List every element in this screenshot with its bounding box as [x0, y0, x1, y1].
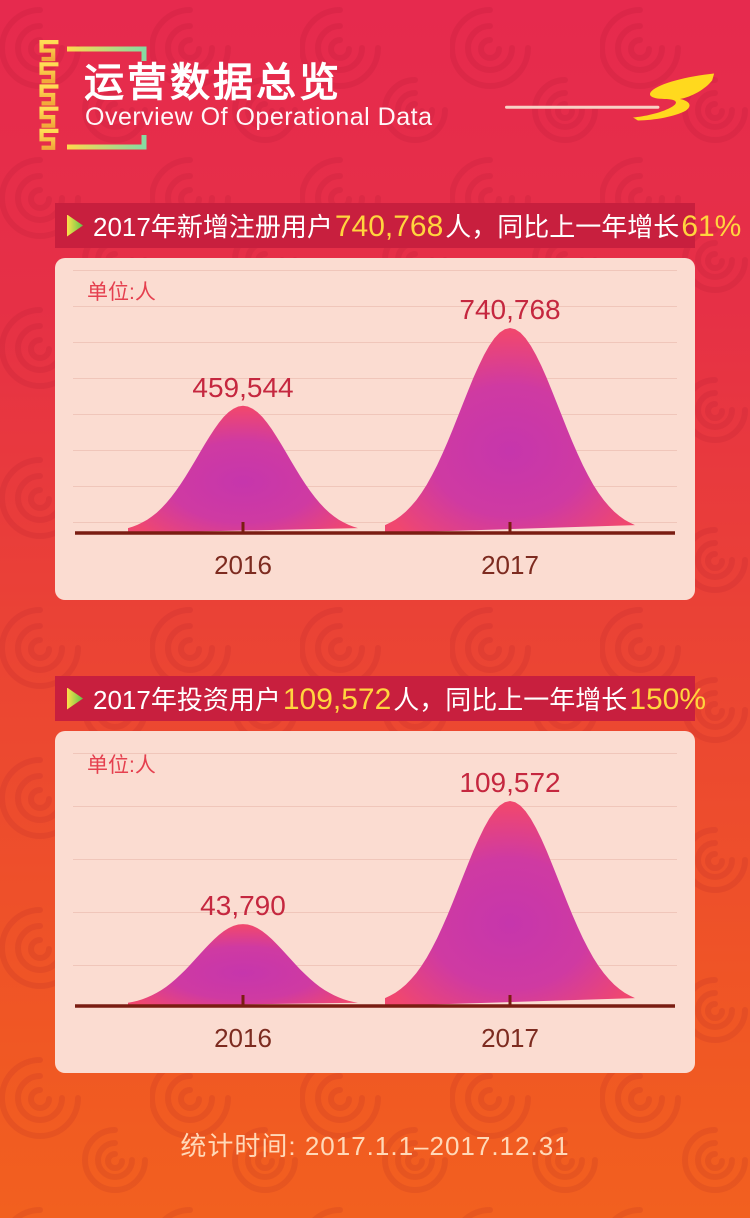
headline-text: 2017年投资用户109,572人，同比上一年增长150%: [93, 680, 708, 717]
headline-number: 740,768: [334, 210, 444, 243]
x-axis-label-2017: 2017: [481, 1023, 539, 1053]
statistics-period: 统计时间: 2017.1.1–2017.12.31: [180, 1131, 570, 1161]
unit-label: 单位:人: [87, 754, 156, 777]
chart-panel: 单位:人 459,544 740,768 2016 2017: [55, 258, 695, 600]
unit-label: 单位:人: [87, 281, 156, 304]
area-series-2017: [385, 801, 635, 1006]
x-axis-label-2016: 2016: [214, 1023, 272, 1053]
x-axis-label-2017: 2017: [481, 550, 539, 580]
headline-mid: 人，同比上一年增长: [445, 212, 680, 242]
bell-area-chart: 43,790 109,572 2016 2017: [55, 731, 695, 1073]
section-headline-banner: 2017年投资用户109,572人，同比上一年增长150%: [55, 676, 706, 721]
value-label-2016: 459,544: [192, 371, 294, 403]
area-series-2016: [128, 405, 358, 533]
bell-area-chart: 459,544 740,768 2016 2017: [55, 258, 695, 600]
x-axis-label-2016: 2016: [214, 550, 272, 580]
headline-text: 2017年新增注册用户740,768人，同比上一年增长61%: [93, 207, 743, 244]
headline-pre: 2017年新增注册用户: [93, 212, 333, 242]
headline-mid: 人，同比上一年增长: [393, 685, 628, 715]
headline-number: 109,572: [282, 683, 392, 716]
page-subtitle: Overview Of Operational Data: [85, 103, 433, 131]
value-label-2017: 740,768: [459, 294, 561, 325]
chart-panel: 单位:人 43,790 109,572 2016 2017: [55, 731, 695, 1073]
headline-pre: 2017年投资用户: [93, 685, 281, 715]
value-label-2017: 109,572: [459, 767, 561, 798]
headline-percent: 61%: [681, 210, 742, 243]
triangle-right-icon: [67, 687, 83, 710]
s-swoosh-logo: [505, 73, 715, 121]
greek-key-ornament-icon: [39, 40, 59, 150]
triangle-right-icon: [67, 214, 83, 237]
area-series-2017: [385, 328, 635, 533]
section-headline-banner: 2017年新增注册用户740,768人，同比上一年增长61%: [55, 203, 741, 248]
value-label-2016: 43,790: [200, 890, 286, 922]
page-title: 运营数据总览: [84, 61, 342, 105]
headline-percent: 150%: [629, 683, 707, 716]
area-series-2016: [128, 924, 358, 1006]
bracket-frame-icon: [64, 46, 147, 150]
